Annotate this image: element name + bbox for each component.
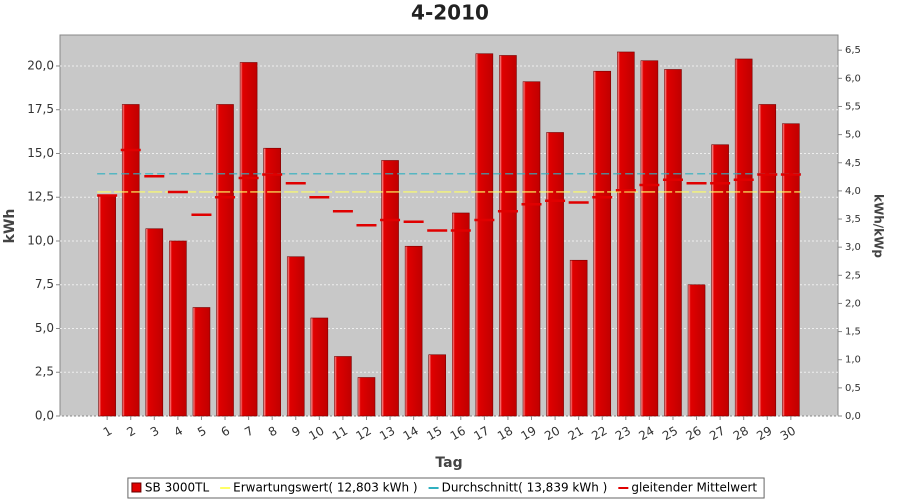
x-tick-label: 27 bbox=[707, 424, 727, 444]
y2-tick-label: 1,5 bbox=[845, 327, 861, 338]
x-tick-label: 24 bbox=[636, 424, 656, 444]
x-tick-label: 8 bbox=[266, 424, 280, 440]
x-tick-label: 19 bbox=[519, 424, 539, 444]
x-tick-label: 2 bbox=[124, 424, 138, 440]
bar bbox=[145, 228, 164, 417]
x-tick-label: 9 bbox=[289, 424, 303, 440]
x-tick-label: 25 bbox=[660, 424, 680, 444]
bar bbox=[239, 62, 258, 417]
bar bbox=[711, 144, 729, 417]
bar bbox=[428, 354, 446, 417]
x-tick-label: 20 bbox=[542, 424, 562, 444]
chart-title: 4-2010 bbox=[411, 1, 489, 25]
bar bbox=[569, 259, 588, 417]
y2-tick-label: 2,0 bbox=[845, 298, 861, 309]
x-tick-label: 15 bbox=[424, 424, 444, 444]
bar bbox=[758, 104, 777, 417]
y-tick-label: 2,5 bbox=[35, 365, 54, 379]
bar bbox=[782, 123, 800, 417]
y2-axis-title: kWh/kWp bbox=[872, 194, 886, 258]
bar bbox=[192, 307, 211, 417]
legend-label: SB 3000TL bbox=[145, 481, 210, 495]
x-tick-label: 26 bbox=[684, 424, 704, 444]
bar bbox=[593, 70, 612, 417]
x-tick-label: 23 bbox=[613, 424, 633, 444]
legend bbox=[127, 477, 765, 499]
bar bbox=[310, 317, 329, 417]
y-tick-label: 10,0 bbox=[27, 233, 54, 247]
x-tick-label: 10 bbox=[306, 424, 326, 444]
x-tick-label: 17 bbox=[471, 424, 491, 444]
y2-tick-label: 5,0 bbox=[845, 130, 861, 141]
y-tick-label: 12,5 bbox=[27, 190, 54, 204]
y-tick-label: 17,5 bbox=[27, 102, 54, 116]
x-tick-label: 5 bbox=[195, 424, 209, 440]
legend-label: gleitender Mittelwert bbox=[631, 481, 757, 495]
y2-tick-label: 4,0 bbox=[845, 186, 861, 197]
bar bbox=[475, 53, 494, 417]
y-tick-label: 20,0 bbox=[27, 58, 54, 72]
x-tick-label: 13 bbox=[377, 424, 397, 444]
x-tick-label: 7 bbox=[242, 424, 256, 440]
bar bbox=[334, 356, 352, 417]
plot-area bbox=[59, 34, 839, 417]
legend-label: Durchschnitt( 13,839 kWh ) bbox=[442, 481, 608, 495]
bar bbox=[522, 81, 541, 417]
bar bbox=[617, 51, 635, 417]
bar bbox=[169, 240, 187, 417]
x-tick-label: 3 bbox=[148, 424, 162, 440]
y2-tick-label: 0,5 bbox=[845, 383, 861, 394]
y-tick-label: 15,0 bbox=[27, 146, 54, 160]
y-tick-label: 5,0 bbox=[35, 321, 54, 335]
bar bbox=[664, 69, 682, 417]
x-tick-label: 30 bbox=[778, 424, 798, 444]
y2-tick-label: 4,5 bbox=[845, 158, 861, 169]
x-tick-label: 28 bbox=[731, 424, 751, 444]
y2-tick-label: 6,0 bbox=[845, 73, 861, 84]
x-tick-label: 6 bbox=[219, 424, 233, 440]
x-tick-label: 14 bbox=[401, 424, 421, 444]
y2-tick-label: 1,0 bbox=[845, 355, 861, 366]
y2-tick-label: 6,5 bbox=[845, 45, 861, 56]
y-tick-label: 7,5 bbox=[35, 277, 54, 291]
x-tick-label: 11 bbox=[330, 424, 350, 444]
bar bbox=[216, 104, 234, 417]
y2-tick-label: 3,5 bbox=[845, 214, 861, 225]
x-tick-label: 29 bbox=[754, 424, 774, 444]
bar bbox=[404, 245, 423, 417]
bar bbox=[687, 284, 706, 417]
bar bbox=[499, 55, 517, 417]
y2-tick-label: 2,5 bbox=[845, 270, 861, 281]
x-tick-label: 1 bbox=[101, 424, 115, 440]
y2-tick-label: 0,0 bbox=[845, 411, 861, 422]
bar bbox=[98, 195, 116, 417]
bar bbox=[640, 60, 659, 417]
x-tick-label: 16 bbox=[448, 424, 468, 444]
legend-swatch bbox=[131, 482, 142, 493]
x-tick-label: 4 bbox=[172, 424, 186, 440]
x-tick-label: 22 bbox=[589, 424, 609, 444]
y2-tick-label: 3,0 bbox=[845, 242, 861, 253]
y2-tick-label: 5,5 bbox=[845, 101, 861, 112]
x-tick-label: 18 bbox=[495, 424, 515, 444]
bar bbox=[546, 132, 564, 417]
legend-label: Erwartungswert( 12,803 kWh ) bbox=[233, 481, 417, 495]
x-tick-label: 12 bbox=[354, 424, 374, 444]
bar bbox=[286, 256, 305, 417]
bar bbox=[357, 377, 376, 417]
y-axis-title: kWh bbox=[2, 209, 18, 244]
x-axis-title: Tag bbox=[435, 455, 462, 471]
y-tick-label: 0,0 bbox=[35, 409, 54, 423]
bar bbox=[381, 160, 399, 417]
bar bbox=[263, 147, 281, 417]
bar bbox=[452, 212, 470, 417]
bar bbox=[734, 58, 753, 417]
x-tick-label: 21 bbox=[566, 424, 586, 444]
